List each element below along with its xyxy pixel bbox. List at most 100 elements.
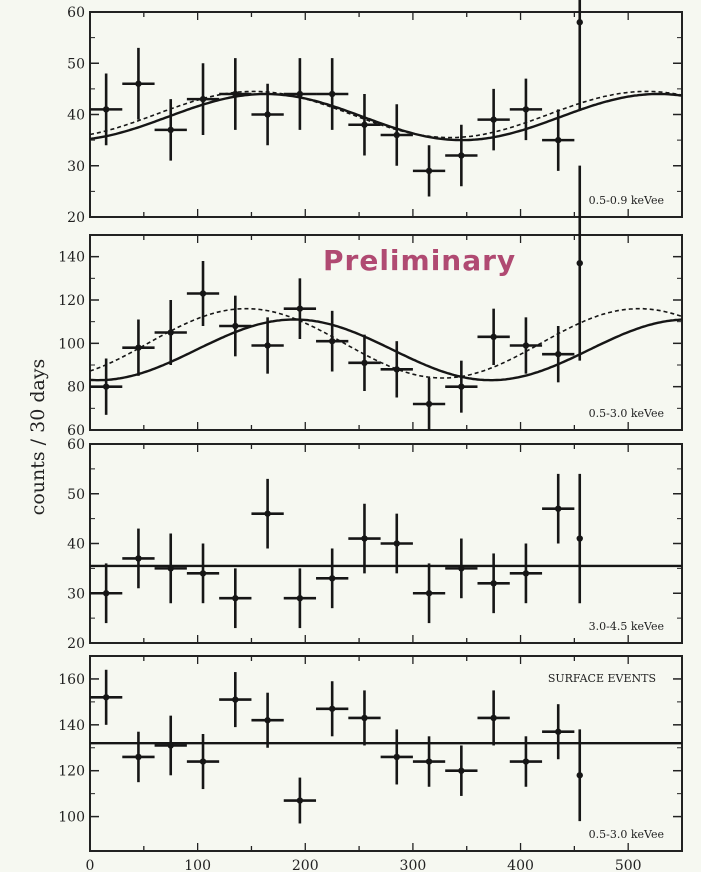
data-point [509,78,543,141]
data-marker [199,290,207,297]
y-tick-label: 60 [67,5,85,21]
data-point [154,533,187,604]
data-point [316,310,349,372]
x-tick-label: 400 [507,858,534,872]
data-marker [490,333,497,341]
data-marker [232,322,239,330]
data-marker [296,595,304,602]
data-marker [167,329,174,336]
data-marker [576,259,583,267]
y-tick-label: 50 [67,56,85,72]
data-point [509,543,543,604]
data-point [251,317,284,374]
data-point [380,513,413,574]
data-marker [522,106,530,113]
y-tick-label: 50 [67,487,85,503]
y-tick-label: 140 [58,250,85,266]
fit-curve-solid [89,92,683,142]
data-marker [458,152,465,159]
y-tick-label: 30 [67,586,85,602]
data-marker [361,359,368,367]
data-marker [458,383,465,390]
data-marker [296,90,304,98]
x-tick-label: 200 [292,858,319,872]
data-point [283,777,317,824]
data-point [576,0,583,110]
data-point [477,308,510,365]
y-tick-label: 60 [67,423,85,439]
data-marker [393,540,400,547]
data-marker [102,383,110,390]
data-marker [555,350,562,358]
fit-curve-solid [89,318,683,382]
y-tick-label: 100 [58,336,85,352]
x-tick-label: 100 [184,858,211,872]
data-marker [490,116,497,123]
data-point [316,58,349,130]
y-axis-label: counts / 30 days [27,359,49,516]
y-tick-label: 160 [58,672,85,688]
data-marker [296,797,304,804]
data-marker [296,305,304,312]
x-tick-label: 0 [86,858,95,872]
data-point [283,58,317,130]
y-tick-label: 60 [67,437,85,453]
panel-3: 20 30 40 50 60 3.0-4.5 keVee [67,437,683,652]
data-point [445,360,478,413]
data-marker [490,580,497,587]
data-point [219,58,252,130]
data-marker [576,535,583,542]
data-point [186,734,220,790]
data-marker [361,121,368,128]
data-point [348,690,381,746]
data-marker [232,595,239,602]
data-point [542,704,575,760]
data-point [122,47,155,120]
data-point [251,83,284,146]
panel-1: 20 30 40 50 60 0.5-0.9 keVee [67,0,683,226]
energy-range-label: 0.5-0.9 keVee [589,194,664,207]
preliminary-annotation: Preliminary [323,244,516,277]
data-point [90,358,123,415]
data-point [251,478,284,549]
y-tick-label: 20 [67,636,85,652]
panel-frame [89,234,683,431]
data-marker [167,126,174,134]
data-marker [458,767,465,774]
fit-curve-dashed [89,90,683,139]
data-point [90,73,123,146]
data-point [219,672,252,728]
y-tick-label: 20 [67,210,85,226]
data-point [380,104,413,166]
data-point [380,341,413,398]
y-tick-label: 120 [58,293,85,309]
data-point [316,681,349,737]
y-tick-label: 30 [67,159,85,175]
data-point [154,99,187,161]
data-marker [458,565,465,572]
y-tick-label: 120 [58,764,85,780]
data-marker [393,131,400,139]
data-point [316,548,349,609]
data-point [122,319,155,376]
panel-title-label: SURFACE EVENTS [548,672,656,685]
data-point [576,473,583,604]
data-marker [522,758,530,765]
data-point [90,563,123,624]
data-point [219,295,252,357]
x-tick-label: 300 [400,858,427,872]
data-marker [361,535,368,542]
energy-range-label: 0.5-3.0 keVee [589,828,664,841]
panels: 20 30 40 50 60 0.5-0.9 keVee 60 80 100 120 140 0.5-… [58,0,683,872]
data-point [283,278,317,339]
data-point [348,94,381,156]
data-marker [425,400,433,408]
data-point [542,326,575,383]
data-point [477,553,510,614]
x-tick-label: 500 [615,858,642,872]
energy-range-label: 3.0-4.5 keVee [589,620,664,633]
data-point [348,334,381,391]
data-point [477,88,510,151]
